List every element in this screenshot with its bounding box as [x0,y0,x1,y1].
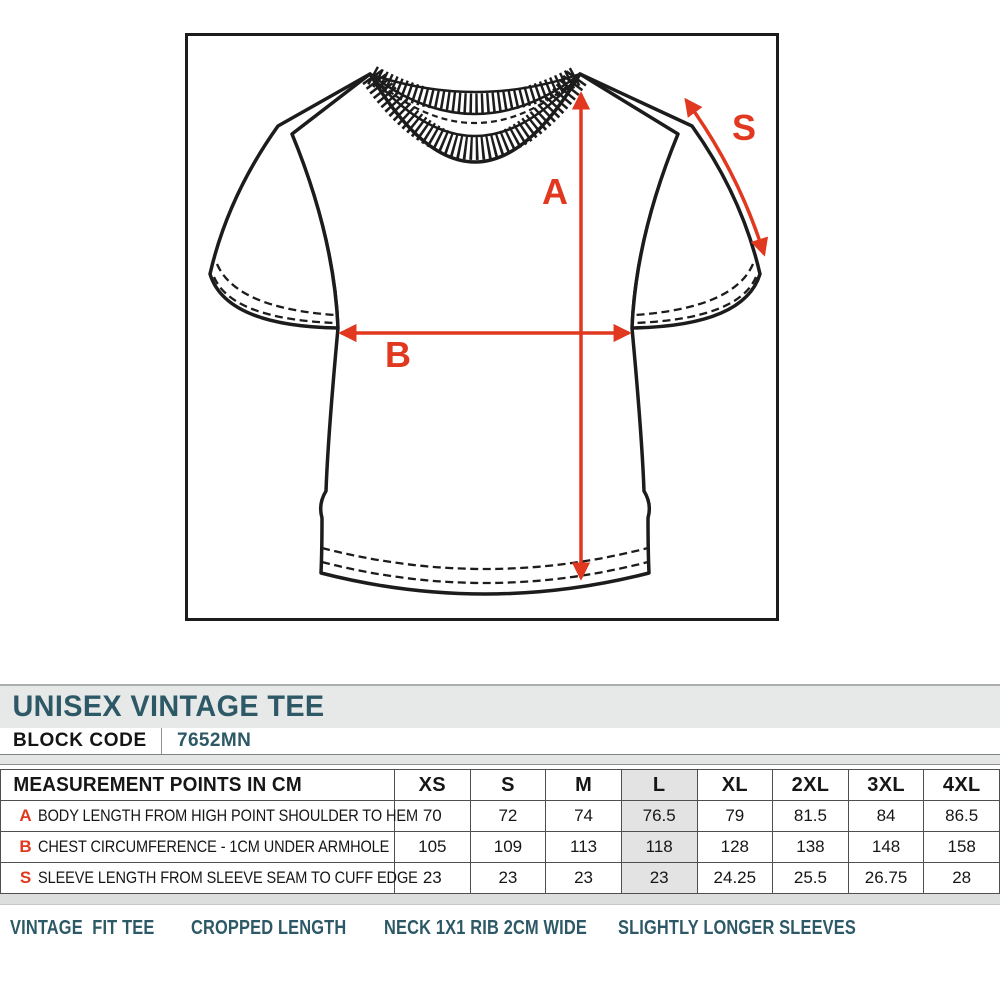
measurement-point-letter: B [19,837,32,856]
measurement-value: 23 [469,862,547,894]
measurement-value: 158 [923,831,1000,863]
measurement-value: 74 [545,800,622,832]
measurement-label-cell: S SLEEVE LENGTH FROM SLEEVE SEAM TO CUFF … [0,862,418,894]
footer-note-neck: NECK 1X1 RIB 2CM WIDE [384,917,588,939]
measurement-value: 28 [923,862,1000,894]
size-column-header: 4XL [923,769,1000,801]
measurement-points-header: MEASUREMENT POINTS IN CM [0,769,395,801]
page-title: UNISEX VINTAGE TEE [12,690,325,723]
measurement-value: 72 [469,800,547,832]
measurement-value: 79 [696,800,774,832]
block-code-divider [161,728,162,754]
measurement-value: 76.5 [620,800,698,832]
measurement-value: 25.5 [772,862,849,894]
size-column-header: 2XL [772,769,849,801]
ribbed-collar [362,66,588,160]
measurement-value: 84 [847,800,925,832]
block-code-label: BLOCK CODE [13,730,147,751]
size-column-header: L [620,769,698,801]
arrow-sleeve [684,97,769,257]
measurement-description: CHEST CIRCUMFERENCE - 1CM UNDER ARMHOLE [38,838,390,856]
measurement-value: 23 [620,862,698,894]
measurement-point-letter: A [19,806,32,825]
sleeve-stitching [212,263,758,325]
label-chest: B [385,334,411,375]
footer-note-sleeves: SLIGHTLY LONGER SLEEVES [618,917,856,939]
measurement-label-cell: B CHEST CIRCUMFERENCE - 1CM UNDER ARMHOLE [0,831,395,863]
measurement-value: 23 [545,862,622,894]
hem-stitching [321,546,649,585]
measurement-table-body: A BODY LENGTH FROM HIGH POINT SHOULDER TO… [0,800,1000,894]
armhole-seam-left [290,133,340,325]
size-column-header: 3XL [847,769,925,801]
footer-note-fit: VINTAGE FIT TEE [10,917,155,939]
size-column-header: XL [696,769,774,801]
size-column-header: M [545,769,622,801]
measurement-value: 118 [620,831,698,863]
measurement-value: 109 [469,831,547,863]
measurement-value: 26.75 [847,862,925,894]
measurement-value: 128 [696,831,774,863]
measurement-value: 148 [847,831,925,863]
size-header-row: MEASUREMENT POINTS IN CM XS S M L XL 2XL 3XL 4X… [0,769,1000,801]
armhole-seam-right [630,133,680,325]
table-row: A BODY LENGTH FROM HIGH POINT SHOULDER TO… [0,800,1000,832]
measurement-point-letter: S [19,868,32,887]
measurement-diagram-box: A B S [185,33,779,621]
table-bottom-bar [0,894,1000,905]
measurement-label-cell: A BODY LENGTH FROM HIGH POINT SHOULDER TO… [0,800,418,832]
label-body-length: A [542,171,568,212]
measurement-value: 86.5 [923,800,1000,832]
measurement-table: MEASUREMENT POINTS IN CM XS S M L XL 2XL 3XL 4X… [0,769,1000,894]
measurement-description: BODY LENGTH FROM HIGH POINT SHOULDER TO … [38,807,418,825]
separator-bar [0,754,1000,765]
label-sleeve: S [732,107,756,148]
footer-note-length: CROPPED LENGTH [191,917,347,939]
tshirt-diagram-svg: A B S [208,66,769,596]
footer-notes: VINTAGE FIT TEE CROPPED LENGTH NECK 1X1 … [0,917,1000,943]
table-row: B CHEST CIRCUMFERENCE - 1CM UNDER ARMHOLE… [0,831,1000,863]
measurement-description: SLEEVE LENGTH FROM SLEEVE SEAM TO CUFF E… [38,869,418,887]
table-row: S SLEEVE LENGTH FROM SLEEVE SEAM TO CUFF … [0,862,1000,894]
measurement-value: 113 [545,831,622,863]
title-bar: UNISEX VINTAGE TEE [0,684,1000,728]
measurement-value: 24.25 [696,862,774,894]
size-column-header: XS [394,769,471,801]
block-code-value: 7652MN [177,730,252,751]
block-code-row: BLOCK CODE 7652MN [0,728,1000,754]
measurement-value: 81.5 [772,800,849,832]
measurement-value: 105 [394,831,471,863]
measurement-value: 138 [772,831,849,863]
size-column-header: S [469,769,547,801]
